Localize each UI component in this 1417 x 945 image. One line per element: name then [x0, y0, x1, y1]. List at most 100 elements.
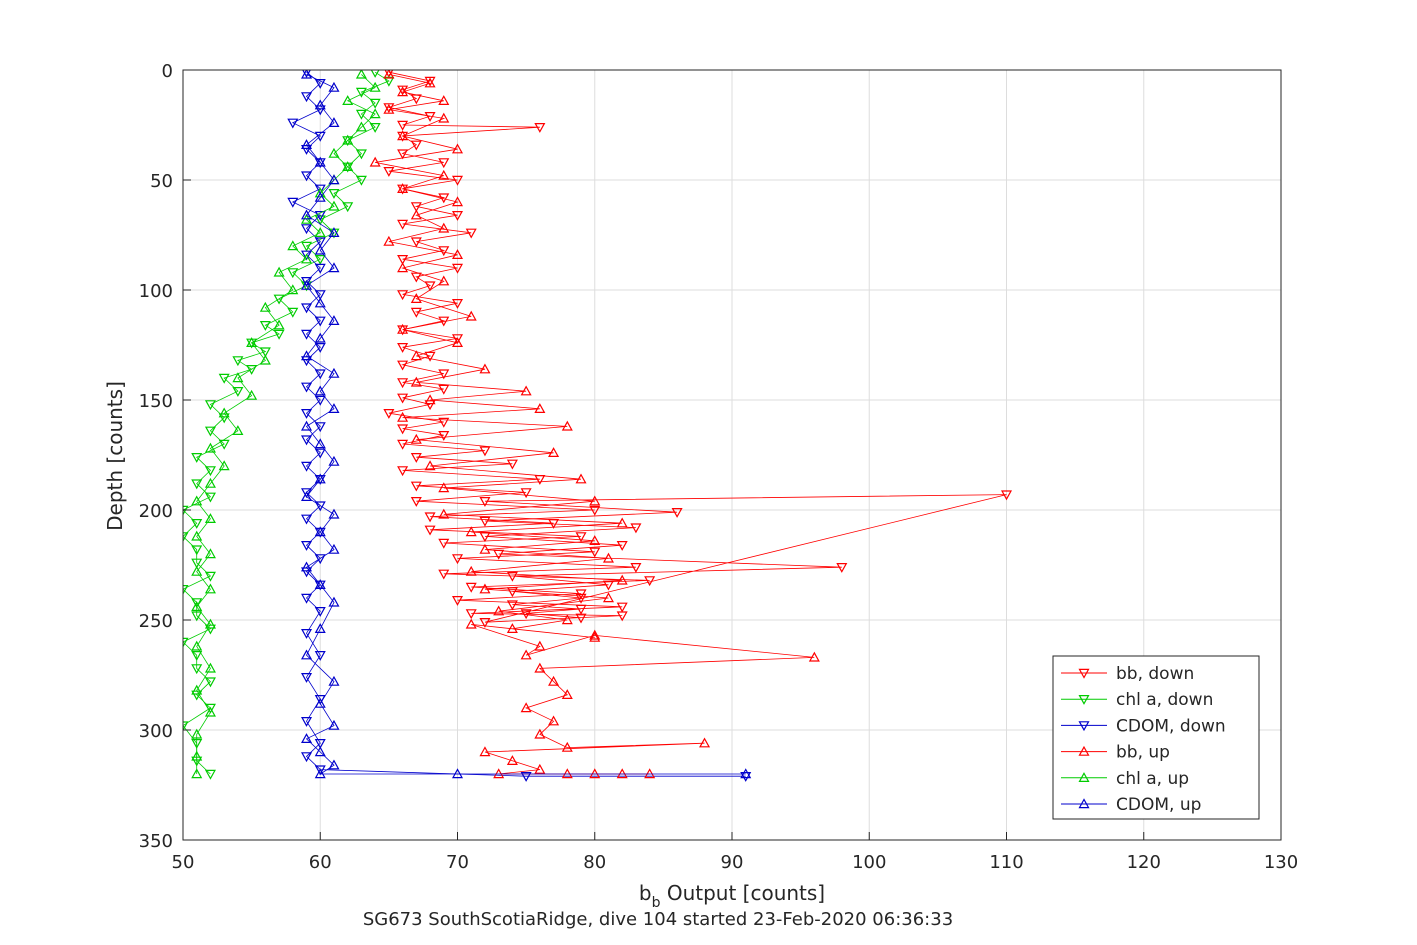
data-point-marker	[273, 329, 285, 340]
data-point-marker	[191, 453, 203, 463]
data-point-marker	[191, 768, 203, 779]
data-point-marker	[520, 702, 532, 713]
data-point-marker	[314, 765, 326, 776]
data-point-marker	[410, 453, 422, 463]
legend-marker	[1078, 772, 1090, 783]
data-point-marker	[301, 409, 313, 419]
data-point-marker	[314, 191, 326, 202]
series-line	[196, 74, 376, 774]
data-point-marker	[602, 552, 614, 563]
data-point-marker	[204, 624, 216, 635]
data-point-marker	[301, 672, 313, 683]
data-point-marker	[287, 118, 299, 129]
data-point-marker	[410, 433, 422, 444]
data-point-marker	[397, 439, 409, 450]
data-point-marker	[204, 400, 216, 411]
data-point-marker	[314, 579, 326, 590]
data-point-marker	[383, 409, 395, 419]
data-point-marker	[328, 675, 340, 686]
data-point-marker	[451, 143, 464, 154]
data-point-marker	[301, 253, 313, 264]
data-point-marker	[342, 202, 354, 213]
data-point-marker	[589, 768, 601, 779]
series-3	[369, 70, 820, 779]
data-point-marker	[273, 294, 285, 305]
data-point-marker	[465, 526, 477, 537]
data-point-marker	[287, 240, 299, 251]
data-point-marker	[232, 356, 244, 367]
data-point-marker	[191, 664, 203, 675]
data-point-marker	[438, 417, 450, 428]
legend-label: chl a, up	[1116, 769, 1189, 789]
data-point-marker	[369, 122, 381, 133]
data-point-marker	[465, 618, 477, 629]
series-layer	[183, 70, 1013, 782]
data-point-marker	[301, 540, 313, 551]
data-point-marker	[451, 334, 464, 345]
data-point-marker	[438, 222, 450, 233]
data-point-marker	[191, 611, 203, 622]
data-point-marker	[355, 70, 367, 79]
data-point-marker	[314, 746, 326, 757]
legend-label: CDOM, up	[1116, 795, 1201, 815]
legend-marker	[1078, 668, 1090, 679]
data-point-marker	[314, 105, 326, 116]
data-point-marker	[369, 98, 381, 109]
data-point-marker	[301, 329, 313, 340]
data-point-marker	[218, 407, 230, 418]
x-tick-label: 100	[852, 852, 886, 873]
data-point-marker	[575, 473, 587, 484]
data-point-marker	[301, 350, 313, 361]
data-point-marker	[479, 497, 491, 507]
data-point-marker	[273, 266, 285, 277]
data-point-marker	[301, 224, 313, 235]
legend-marker	[1078, 745, 1090, 756]
data-point-marker	[191, 558, 203, 569]
legend-label: chl a, down	[1116, 690, 1213, 710]
x-tick-label: 80	[583, 852, 606, 873]
data-point-marker	[314, 385, 326, 396]
data-point-marker	[561, 768, 573, 779]
data-point-marker	[328, 117, 340, 128]
data-point-marker	[1000, 490, 1013, 501]
data-point-marker	[259, 321, 271, 331]
data-point-marker	[328, 174, 340, 185]
data-point-marker	[314, 215, 326, 226]
data-point-marker	[410, 350, 422, 361]
data-point-marker	[218, 460, 230, 471]
data-point-marker	[302, 70, 311, 78]
data-point-marker	[314, 263, 326, 274]
data-point-marker	[424, 460, 436, 471]
data-point-marker	[397, 255, 409, 265]
data-point-marker	[534, 728, 546, 739]
data-point-marker	[191, 728, 203, 739]
x-tick-label: 70	[446, 852, 469, 873]
data-point-marker	[218, 373, 230, 384]
y-tick-label: 350	[139, 831, 173, 852]
data-point-marker	[218, 439, 230, 450]
data-point-marker	[644, 576, 656, 587]
data-point-marker	[451, 211, 464, 221]
data-point-marker	[616, 768, 628, 779]
data-point-marker	[548, 447, 560, 457]
x-axis-ticks: 50 60 70 80 90 100 110 120 130	[172, 832, 1298, 873]
data-point-marker	[630, 562, 642, 573]
data-point-marker	[438, 158, 450, 169]
data-point-marker	[438, 112, 450, 123]
data-point-marker	[191, 565, 203, 576]
data-point-marker	[183, 532, 189, 543]
data-point-marker	[397, 323, 409, 334]
data-point-marker	[204, 442, 216, 453]
data-point-marker	[397, 86, 409, 97]
data-point-marker	[383, 103, 395, 114]
legend-label: CDOM, down	[1116, 716, 1226, 736]
data-point-marker	[314, 227, 326, 237]
data-point-marker	[191, 640, 203, 651]
data-point-marker	[259, 354, 271, 365]
data-point-marker	[328, 227, 340, 237]
data-point-marker	[191, 601, 203, 612]
series-5	[301, 70, 752, 779]
data-point-marker	[479, 543, 491, 554]
data-point-marker	[451, 595, 464, 606]
